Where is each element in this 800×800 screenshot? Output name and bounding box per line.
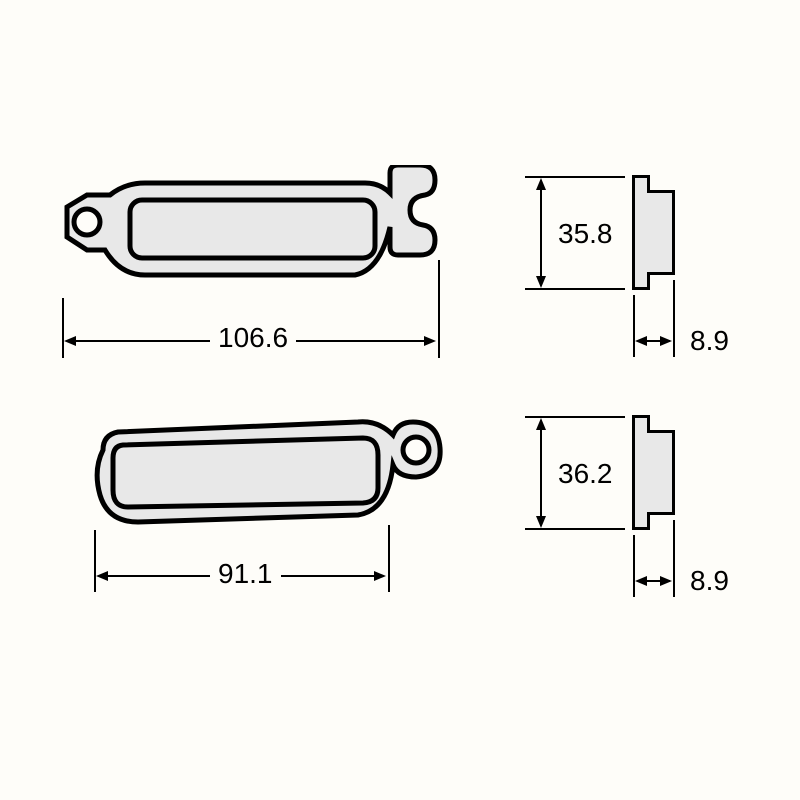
arrow-icon — [660, 576, 672, 586]
dim-tick — [525, 528, 625, 530]
arrow-icon — [536, 418, 546, 430]
arrow-icon — [424, 336, 436, 346]
top-pad-width-label: 106.6 — [210, 322, 296, 354]
dim-tick — [673, 520, 675, 597]
dim-tick — [633, 535, 635, 597]
arrow-icon — [64, 336, 76, 346]
bottom-pad-width-label: 91.1 — [210, 558, 281, 590]
bottom-pad-side-friction — [647, 430, 675, 515]
arrow-icon — [536, 276, 546, 288]
brake-pad-diagram: 106.6 35.8 8.9 91.1 36.2 8.9 — [0, 0, 800, 800]
bottom-pad-thickness-label: 8.9 — [690, 565, 729, 597]
dim-tick — [633, 295, 635, 357]
top-pad-thickness-label: 8.9 — [690, 325, 729, 357]
dim-line — [540, 182, 542, 284]
arrow-icon — [536, 178, 546, 190]
bottom-pad-front-icon — [78, 410, 448, 540]
dim-line — [540, 422, 542, 524]
arrow-icon — [374, 571, 386, 581]
dim-tick — [62, 298, 64, 358]
arrow-icon — [635, 576, 647, 586]
top-pad-front-icon — [55, 165, 455, 305]
arrow-icon — [635, 336, 647, 346]
dim-tick — [673, 280, 675, 357]
dim-tick — [388, 525, 390, 592]
arrow-icon — [660, 336, 672, 346]
bottom-pad-height-label: 36.2 — [558, 458, 613, 490]
top-pad-height-label: 35.8 — [558, 218, 613, 250]
dim-tick — [525, 288, 625, 290]
dim-tick — [94, 530, 96, 592]
arrow-icon — [96, 571, 108, 581]
dim-tick — [438, 260, 440, 358]
arrow-icon — [536, 516, 546, 528]
top-pad-side-friction — [647, 190, 675, 275]
